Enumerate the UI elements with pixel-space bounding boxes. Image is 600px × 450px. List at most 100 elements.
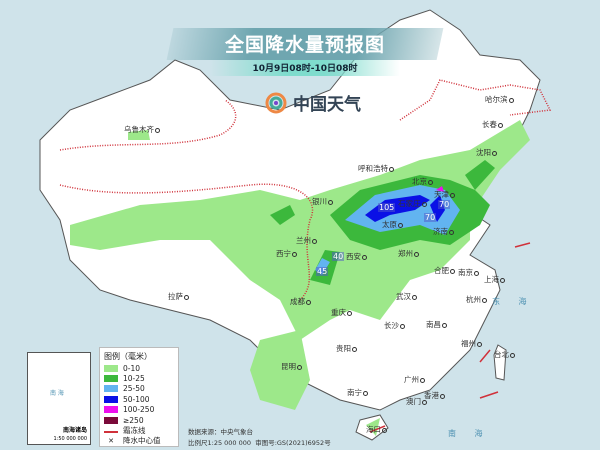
city-dot-icon [352, 346, 357, 352]
city-name: 澳门 [406, 397, 421, 406]
sea-label-south: 南 海 [448, 429, 491, 438]
map-title: 全国降水量预报图 [224, 34, 385, 56]
rain-0-10-hainan [366, 418, 380, 436]
city-dot-icon [477, 341, 482, 347]
city-dot-icon [440, 393, 445, 399]
city-name: 海口 [366, 425, 381, 434]
city-name: 重庆 [331, 308, 346, 317]
rain-100-250 [436, 186, 444, 192]
rain-0-10-northwest [70, 120, 530, 340]
scale: 比例尺1:25 000 000 [188, 439, 252, 447]
legend-label: 0-10 [123, 363, 141, 373]
legend-item: 0-10 [104, 363, 174, 373]
forecast-period: 10月9日08时-10日08时 [252, 64, 358, 74]
city-label: 石家庄 [398, 198, 428, 209]
city-name: 贵阳 [336, 344, 351, 353]
legend-swatch [104, 385, 118, 393]
legend-swatch [104, 395, 118, 403]
city-dot-icon [312, 238, 317, 244]
city-dot-icon [400, 323, 405, 329]
scale-text: 比例尺1:25 000 000 审图号:GS(2021)6952号 [188, 437, 331, 447]
legend-item: 25-50 [104, 384, 174, 394]
rain-10-25-qinghai [270, 205, 295, 225]
city-dot-icon [362, 254, 367, 260]
city-dot-icon [363, 390, 368, 396]
city-dot-icon [328, 199, 333, 205]
frost-line-xinjiang [59, 99, 237, 151]
legend-label: 50-100 [123, 394, 150, 404]
south-china-sea-inset: 南 海 南海诸岛 1:50 000 000 [27, 352, 91, 445]
city-label: 济南 [433, 226, 455, 237]
legend-item: 霜冻线 [104, 425, 174, 435]
city-dot-icon [389, 166, 394, 172]
city-label: 台北 [494, 349, 516, 360]
center-value: 70 [424, 213, 437, 222]
city-label: 成都 [290, 296, 312, 307]
city-label: 长春 [482, 119, 504, 130]
city-label: 乌鲁木齐 [124, 124, 161, 135]
city-dot-icon [450, 192, 455, 198]
city-dot-icon [500, 277, 505, 283]
city-label: 海口 [366, 424, 388, 435]
city-name: 长沙 [384, 321, 399, 330]
city-dot-icon [492, 150, 497, 156]
rain-10-25-liaoning [465, 160, 495, 190]
rain-50-100 [365, 195, 430, 222]
city-label: 长沙 [384, 320, 406, 331]
wind-barb-1 [514, 242, 531, 248]
city-label: 太原 [382, 219, 404, 230]
brand-name: 中国天气 [293, 95, 361, 115]
city-dot-icon [292, 251, 297, 257]
city-dot-icon [422, 399, 427, 405]
rain-0-10-southwest [250, 330, 310, 410]
city-name: 郑州 [398, 249, 413, 258]
legend-swatch [104, 364, 118, 372]
city-name: 哈尔滨 [485, 95, 508, 104]
city-dot-icon [421, 201, 427, 207]
legend-swatch [104, 406, 118, 414]
city-name: 合肥 [434, 266, 449, 275]
city-name: 石家庄 [398, 199, 421, 208]
city-name: 福州 [461, 339, 476, 348]
city-name: 银川 [312, 197, 327, 206]
city-label: 广州 [404, 374, 426, 385]
city-dot-icon [306, 299, 311, 305]
legend-item: 50-100 [104, 394, 174, 404]
city-dot-icon [347, 310, 352, 316]
brand-logo: 中国天气 [265, 90, 361, 115]
wind-barb-4 [369, 425, 386, 433]
city-label: 福州 [461, 338, 483, 349]
city-name: 北京 [412, 177, 427, 186]
city-label: 昆明 [281, 361, 303, 372]
center-value: 40 [332, 252, 345, 261]
city-name: 台北 [494, 350, 509, 359]
city-dot-icon [155, 127, 160, 133]
legend-item: ✕ 降水中心值 [104, 436, 174, 446]
city-dot-icon [398, 222, 403, 228]
city-name: 拉萨 [168, 292, 183, 301]
city-name: 南昌 [426, 320, 441, 329]
city-name: 天津 [434, 190, 449, 199]
city-dot-icon [297, 364, 302, 370]
city-label: 重庆 [331, 307, 353, 318]
city-label: 合肥 [434, 265, 456, 276]
city-dot-icon [412, 294, 417, 300]
city-name: 南宁 [347, 388, 362, 397]
frost-line-icon [104, 428, 118, 434]
city-label: 银川 [312, 196, 334, 207]
city-name: 广州 [404, 375, 419, 384]
city-dot-icon [482, 297, 487, 303]
city-name: 兰州 [296, 236, 311, 245]
brand-swirl-icon [265, 92, 287, 113]
city-label: 西宁 [276, 248, 298, 259]
city-label: 沈阳 [476, 147, 498, 158]
city-label: 南京 [458, 267, 480, 278]
city-label: 南昌 [426, 319, 448, 330]
city-name: 香港 [424, 391, 439, 400]
data-source: 数据来源：中央气象台 [188, 428, 253, 436]
city-name: 长春 [482, 120, 497, 129]
city-label: 杭州 [466, 294, 488, 305]
subtitle-bar [210, 60, 400, 76]
sea-label-east: 东 海 [492, 297, 535, 306]
center-mark-icon: ✕ [108, 437, 114, 446]
